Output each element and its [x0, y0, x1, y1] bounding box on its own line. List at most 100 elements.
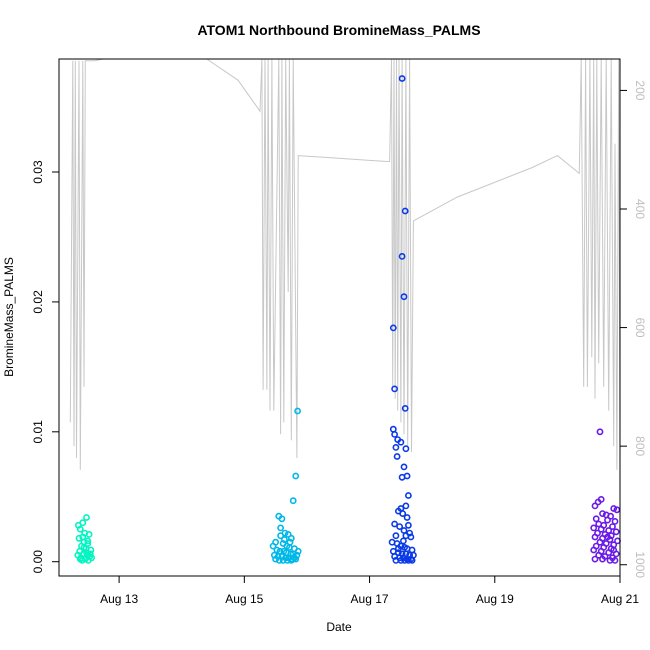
series-3 — [388, 75, 417, 564]
data-point — [404, 521, 412, 529]
data-point — [407, 533, 415, 541]
series-2 — [269, 407, 302, 564]
plot-frame — [58, 58, 621, 577]
data-point — [408, 557, 416, 564]
data-point — [280, 536, 288, 543]
y2-tick-label: 200 — [633, 80, 647, 100]
data-point — [277, 524, 284, 532]
x-tick-label: Aug 17 — [351, 592, 389, 606]
data-point — [401, 557, 408, 564]
data-point — [391, 430, 398, 438]
altitude-track — [69, 58, 621, 470]
data-point — [404, 557, 412, 564]
y2-tick-label: 400 — [633, 199, 647, 219]
data-point — [604, 516, 611, 524]
data-point — [392, 443, 400, 451]
x-tick-label: Aug 13 — [100, 592, 138, 606]
data-point — [404, 492, 412, 499]
data-point — [294, 547, 302, 555]
data-point — [591, 533, 599, 541]
data-point — [76, 555, 84, 563]
data-point — [597, 525, 605, 533]
data-point — [403, 472, 411, 480]
data-point — [80, 544, 88, 551]
data-point — [599, 510, 606, 517]
data-point — [83, 549, 90, 556]
x-tick-label: Aug 15 — [225, 592, 263, 606]
data-point — [400, 463, 408, 471]
data-point — [397, 557, 405, 564]
data-point — [86, 550, 94, 558]
data-point — [389, 425, 397, 433]
data-point — [592, 515, 600, 523]
data-point — [397, 438, 405, 446]
data-point — [294, 407, 301, 415]
data-point — [75, 534, 83, 542]
data-point — [604, 533, 611, 541]
y-axis-label: BromineMass_PALMS — [2, 257, 16, 377]
data-point — [403, 514, 411, 521]
y-tick-label: 0.02 — [31, 290, 45, 314]
y-tick-label: 0.01 — [31, 420, 45, 444]
data-point — [607, 532, 615, 540]
data-point — [289, 497, 297, 505]
x-axis-label: Date — [326, 620, 352, 634]
data-point — [392, 532, 400, 540]
data-point — [287, 534, 295, 542]
data-point — [286, 538, 294, 546]
x-tick-label: Aug 19 — [476, 592, 514, 606]
data-point — [269, 542, 277, 550]
data-point — [277, 532, 284, 540]
data-points — [74, 75, 621, 564]
data-point — [611, 518, 619, 525]
x-tick-label: Aug 21 — [601, 592, 639, 606]
data-point — [400, 293, 408, 301]
data-point — [401, 404, 409, 412]
data-point — [590, 524, 598, 532]
y-tick-label: 0.00 — [31, 550, 45, 574]
data-point — [596, 538, 604, 546]
altitude-line — [69, 58, 621, 470]
chart-title: ATOM1 Northbound BromineMass_PALMS — [197, 22, 480, 38]
y2-tick-label: 800 — [633, 436, 647, 456]
data-point — [402, 502, 410, 510]
series-1 — [74, 514, 95, 564]
data-point — [391, 520, 398, 528]
data-point — [591, 502, 599, 510]
data-point — [401, 207, 409, 215]
data-point — [610, 546, 618, 554]
data-point — [284, 557, 291, 564]
data-point — [398, 252, 406, 260]
data-point — [609, 523, 616, 530]
data-point — [79, 533, 87, 541]
data-point — [605, 527, 613, 534]
data-point — [402, 445, 410, 453]
y2-tick-label: 1000 — [633, 551, 647, 578]
x-axis: Aug 13 Aug 15 Aug 17 Aug 19 Aug 21 — [100, 575, 639, 606]
data-point — [275, 557, 283, 564]
data-point — [596, 428, 604, 436]
data-point — [272, 555, 279, 563]
y2-tick-label: 600 — [633, 318, 647, 338]
data-point — [399, 537, 407, 545]
data-point — [83, 514, 90, 521]
data-point — [278, 515, 286, 523]
data-point — [591, 555, 599, 563]
data-point — [394, 545, 402, 553]
data-point — [590, 546, 598, 554]
data-point — [391, 385, 398, 393]
data-point — [605, 549, 613, 556]
data-point — [393, 453, 401, 460]
data-point — [389, 324, 397, 332]
data-point — [279, 557, 287, 564]
data-point — [611, 557, 619, 564]
data-point — [408, 546, 416, 554]
data-point — [85, 531, 93, 538]
data-point — [270, 551, 278, 559]
series-4 — [590, 428, 621, 564]
data-point — [398, 75, 406, 82]
data-point — [290, 554, 298, 562]
data-point — [599, 555, 606, 563]
data-point — [88, 554, 95, 562]
